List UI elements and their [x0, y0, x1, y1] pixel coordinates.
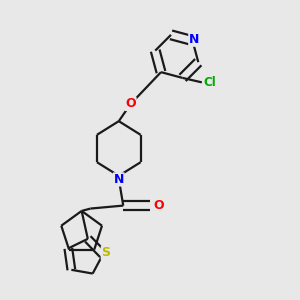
Text: Cl: Cl: [203, 76, 216, 89]
Text: O: O: [153, 199, 164, 212]
Text: N: N: [114, 173, 124, 186]
Text: O: O: [125, 98, 136, 110]
Text: S: S: [101, 246, 110, 260]
Text: N: N: [189, 33, 199, 46]
